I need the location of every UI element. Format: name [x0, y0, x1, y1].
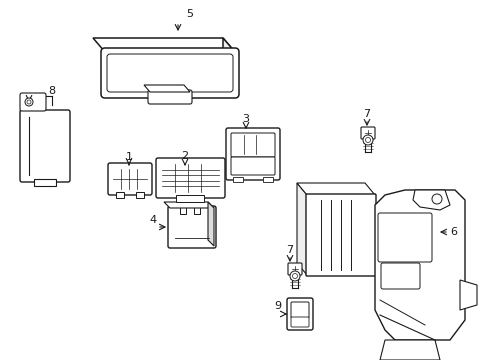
FancyBboxPatch shape — [107, 54, 232, 92]
Circle shape — [289, 271, 299, 281]
Text: 8: 8 — [48, 86, 56, 96]
Text: 2: 2 — [181, 151, 188, 161]
FancyBboxPatch shape — [287, 263, 302, 275]
Bar — [116, 192, 124, 198]
FancyBboxPatch shape — [305, 194, 375, 276]
Polygon shape — [459, 280, 476, 310]
FancyBboxPatch shape — [156, 158, 224, 198]
Circle shape — [25, 98, 33, 106]
FancyBboxPatch shape — [286, 298, 312, 330]
Polygon shape — [223, 38, 235, 94]
FancyBboxPatch shape — [225, 128, 280, 180]
FancyBboxPatch shape — [230, 157, 274, 175]
Bar — [263, 177, 272, 182]
Text: 7: 7 — [363, 109, 370, 119]
Polygon shape — [93, 38, 235, 52]
Text: 3: 3 — [242, 114, 249, 124]
FancyBboxPatch shape — [20, 93, 46, 111]
Polygon shape — [296, 183, 374, 195]
Bar — [176, 195, 203, 202]
Text: 6: 6 — [449, 227, 457, 237]
FancyBboxPatch shape — [148, 90, 192, 104]
Polygon shape — [412, 190, 449, 210]
FancyBboxPatch shape — [20, 110, 70, 182]
Polygon shape — [143, 85, 190, 92]
FancyBboxPatch shape — [230, 133, 274, 157]
Text: 1: 1 — [125, 152, 132, 162]
FancyBboxPatch shape — [377, 213, 431, 262]
Text: 7: 7 — [286, 245, 293, 255]
FancyBboxPatch shape — [168, 206, 216, 248]
Polygon shape — [207, 202, 214, 246]
Text: 5: 5 — [186, 9, 193, 19]
Circle shape — [362, 135, 372, 145]
Polygon shape — [379, 340, 439, 360]
Circle shape — [365, 138, 370, 143]
FancyBboxPatch shape — [108, 163, 152, 195]
Polygon shape — [374, 190, 464, 340]
Circle shape — [431, 194, 441, 204]
Text: 4: 4 — [149, 215, 156, 225]
FancyBboxPatch shape — [290, 302, 308, 318]
Circle shape — [292, 274, 297, 279]
FancyBboxPatch shape — [380, 263, 419, 289]
Text: 9: 9 — [274, 301, 281, 311]
Bar — [232, 177, 243, 182]
FancyBboxPatch shape — [290, 317, 308, 327]
Circle shape — [27, 100, 31, 104]
FancyBboxPatch shape — [360, 127, 374, 139]
Bar — [136, 192, 143, 198]
Polygon shape — [296, 183, 306, 275]
Polygon shape — [163, 202, 214, 208]
Bar — [34, 179, 56, 186]
FancyBboxPatch shape — [101, 48, 239, 98]
